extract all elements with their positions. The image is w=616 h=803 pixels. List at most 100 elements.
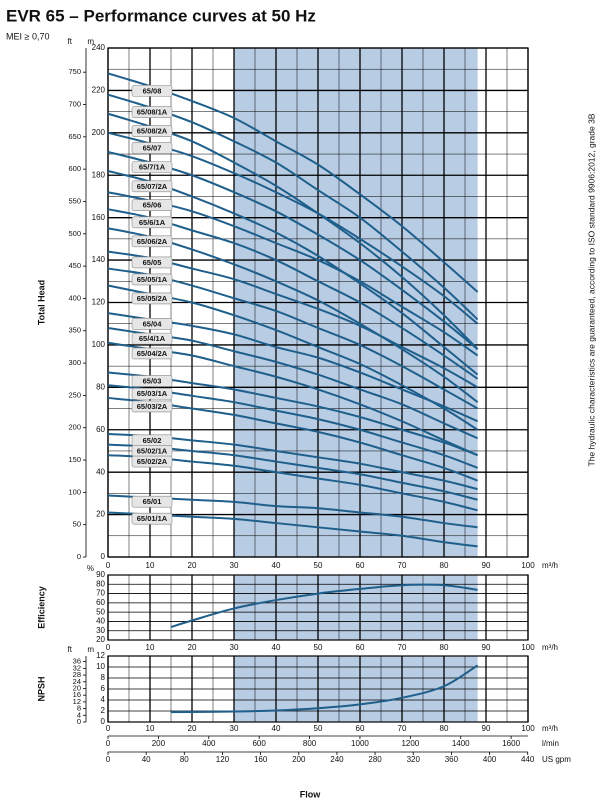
- y-tick-label: 20: [96, 510, 105, 519]
- y2-tick-label: 250: [68, 390, 81, 399]
- curve-label: 65/07: [143, 144, 162, 153]
- curve-label-box: [131, 317, 173, 330]
- y-tick-label: 60: [96, 598, 105, 607]
- y-tick-label: 80: [96, 579, 105, 588]
- x-tick-label: 90: [482, 643, 491, 652]
- y-axis-label: NPSH: [36, 676, 46, 701]
- x-unit: m³/h: [542, 643, 558, 652]
- x-tick-label: 100: [521, 724, 535, 733]
- y-tick-label: 40: [96, 467, 105, 476]
- curve-label-box: [131, 180, 173, 193]
- curve-label-box: [131, 125, 173, 137]
- x-tick-label: 100: [521, 561, 535, 570]
- y-tick-label: 50: [96, 607, 105, 616]
- y2-tick-label: 28: [73, 670, 81, 679]
- curve-label-box: [131, 85, 173, 97]
- y2-tick-label: 24: [73, 677, 81, 686]
- curve-label-box: [131, 142, 173, 154]
- y2-tick-label: 0: [77, 552, 81, 561]
- extra-x-tick-label: 40: [142, 755, 151, 764]
- y-tick-label: 220: [92, 86, 106, 95]
- y2-tick-label: 16: [73, 690, 81, 699]
- curve-label: 65/07/2A: [137, 182, 168, 191]
- chart-title: EVR 65 – Performance curves at 50 Hz: [6, 6, 316, 25]
- extra-x-tick-label: 800: [303, 739, 317, 748]
- extra-x-tick-label: 80: [180, 755, 189, 764]
- x-tick-label: 10: [146, 643, 155, 652]
- x-tick-label: 30: [230, 643, 239, 652]
- chart-subtitle: MEI ≥ 0,70: [6, 31, 49, 41]
- curve-label: 65/06/2A: [137, 237, 168, 246]
- extra-x-tick-label: 240: [330, 755, 344, 764]
- y2-tick-label: 350: [68, 326, 81, 335]
- x-tick-label: 40: [272, 643, 281, 652]
- y2-tick-label: 50: [73, 520, 81, 529]
- x-tick-label: 80: [440, 724, 449, 733]
- x-unit: m³/h: [542, 561, 558, 570]
- curve-label: 65/03/1A: [137, 389, 168, 398]
- y2-tick-label: 32: [73, 663, 81, 672]
- curve-label: 65/01/1A: [137, 514, 168, 523]
- note: The hydraulic characteristics are guaran…: [586, 113, 596, 466]
- extra-x-tick-label: 120: [216, 755, 230, 764]
- curve: [170, 583, 478, 628]
- y-tick-label: 160: [92, 213, 106, 222]
- y-tick-label: 140: [92, 255, 106, 264]
- y-tick-label: 90: [96, 570, 105, 579]
- curve-label: 65/01: [143, 497, 162, 506]
- curve-label: 65/02/1A: [137, 446, 168, 455]
- extra-x-tick-label: 280: [368, 755, 382, 764]
- y2-tick-label: 4: [77, 710, 81, 719]
- y-axis-label: Total Head: [36, 280, 46, 325]
- x-tick-label: 50: [314, 643, 323, 652]
- curve-label-box: [131, 400, 173, 413]
- curve-label-box: [131, 512, 173, 525]
- extra-x-tick-label: 320: [407, 755, 421, 764]
- x-tick-label: 50: [314, 561, 323, 570]
- curve-label-box: [131, 235, 173, 248]
- curve-label: 65/7/1A: [139, 163, 166, 172]
- x-tick-label: 30: [230, 561, 239, 570]
- y-tick-label: 40: [96, 617, 105, 626]
- y2-tick-label: 300: [68, 358, 81, 367]
- curve-label: 65/04: [143, 319, 163, 328]
- x-tick-label: 70: [398, 643, 407, 652]
- x-tick-label: 40: [272, 561, 281, 570]
- curve-label: 65/05: [143, 258, 162, 267]
- curve-label-box: [131, 455, 173, 468]
- y-tick-label: 2: [101, 706, 106, 715]
- x-tick-label: 50: [314, 724, 323, 733]
- y2-tick-label: 650: [68, 132, 81, 141]
- y-tick-label: 20: [96, 635, 105, 644]
- x-tick-label: 40: [272, 724, 281, 733]
- y-tick-label: 8: [101, 673, 106, 682]
- curve-label: 65/03: [143, 377, 162, 386]
- curve-label-box: [131, 495, 173, 508]
- y-tick-label: 4: [101, 695, 106, 704]
- y-tick-label: 120: [92, 298, 106, 307]
- y-tick-label: 80: [96, 382, 105, 391]
- curve-label: 65/6/1A: [139, 218, 166, 227]
- extra-x-tick-label: 440: [521, 755, 535, 764]
- y2-unit: ft: [68, 37, 73, 46]
- curve-label-box: [131, 256, 173, 269]
- extra-x-tick-label: 1000: [351, 739, 369, 748]
- y-unit: m: [87, 645, 94, 654]
- y2-tick-label: 550: [68, 196, 81, 205]
- x-unit: m³/h: [542, 724, 558, 733]
- y-tick-label: 0: [101, 717, 106, 726]
- y-tick-label: 240: [92, 43, 106, 52]
- y2-tick-label: 600: [68, 164, 81, 173]
- curve-label: 65/05/2A: [137, 294, 168, 303]
- curve-label-box: [131, 106, 173, 118]
- x-tick-label: 10: [146, 561, 155, 570]
- y-tick-label: 30: [96, 626, 105, 635]
- curve-label-box: [131, 387, 173, 400]
- curve-label: 65/02/2A: [137, 457, 168, 466]
- y-unit: %: [87, 564, 94, 573]
- x-tick-label: 100: [521, 643, 535, 652]
- extra-x-tick-label: 1600: [502, 739, 520, 748]
- x-tick-label: 90: [482, 724, 491, 733]
- extra-x-tick-label: 400: [483, 755, 497, 764]
